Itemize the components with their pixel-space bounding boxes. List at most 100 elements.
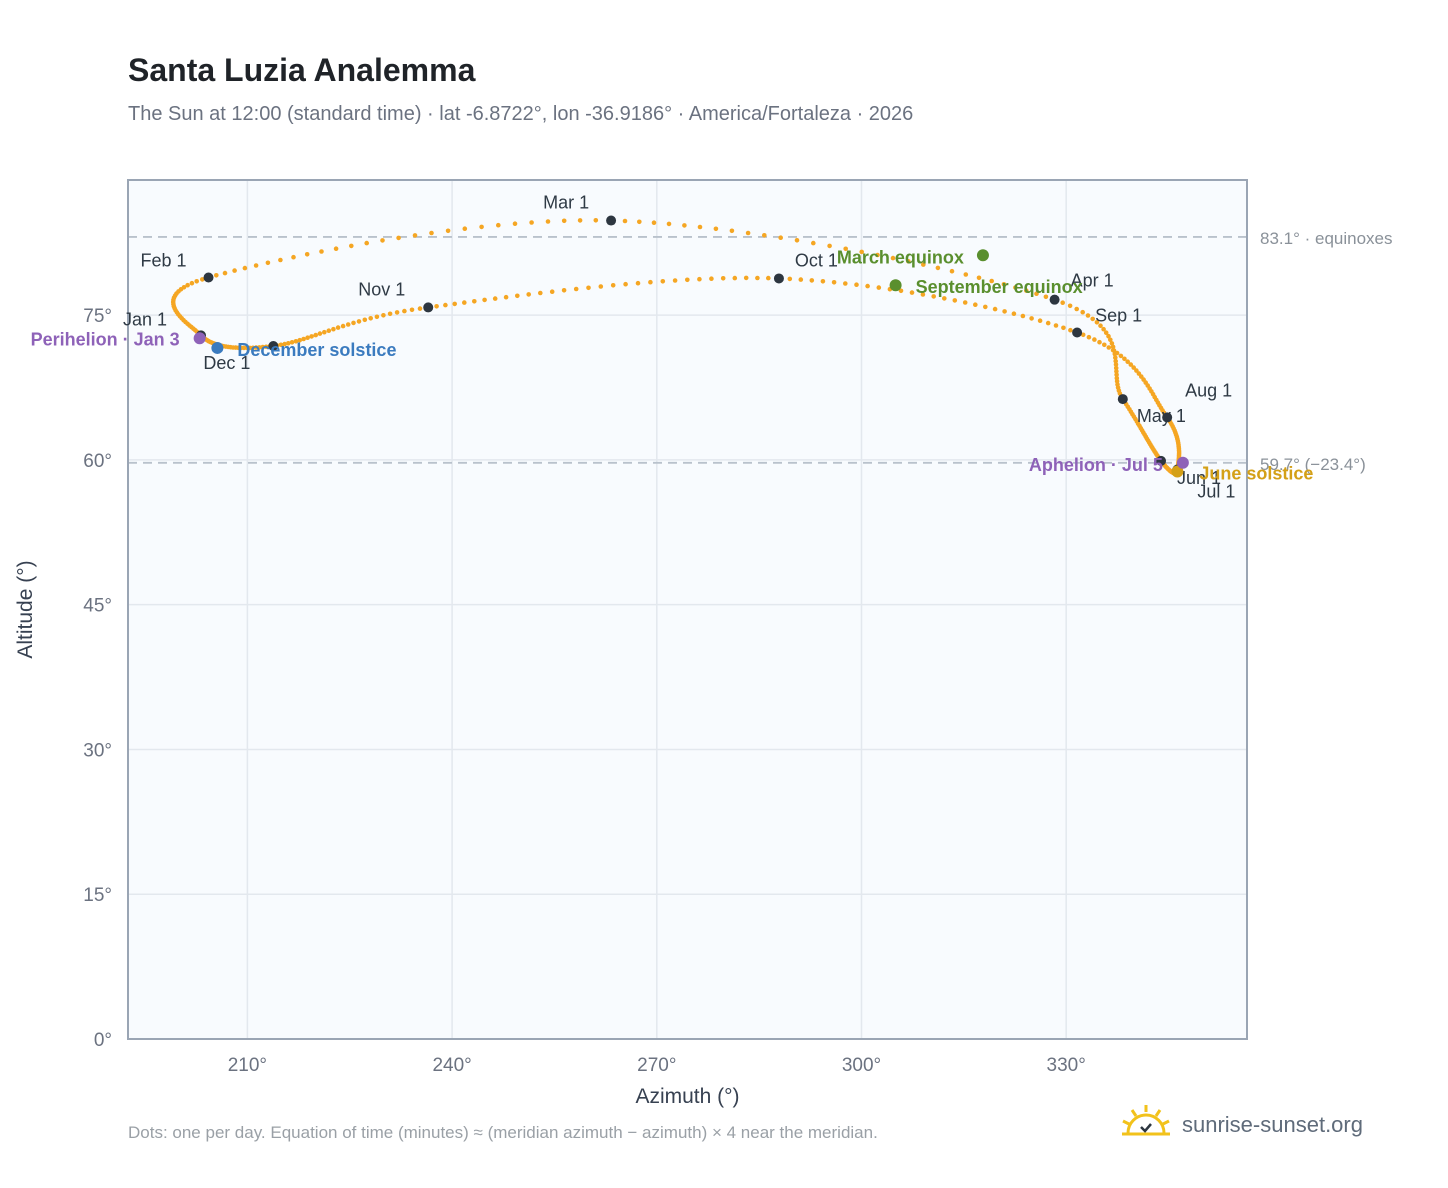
daily-sun-dot (529, 220, 534, 225)
daily-sun-dot (1043, 294, 1049, 300)
month-label: Sep 1 (1095, 305, 1142, 325)
daily-sun-dot (304, 252, 310, 257)
month-label: Apr 1 (1071, 271, 1114, 291)
daily-sun-dot (931, 294, 936, 299)
daily-sun-dot (831, 280, 837, 285)
daily-sun-dot (443, 302, 448, 308)
daily-sun-dot (512, 221, 518, 226)
daily-sun-dot (434, 304, 439, 309)
daily-sun-dot (282, 341, 287, 347)
daily-sun-dot (593, 218, 599, 223)
daily-sun-dot (983, 304, 988, 310)
daily-sun-dot (963, 272, 969, 277)
daily-sun-dot (313, 332, 319, 338)
daily-sun-dot (412, 233, 418, 238)
month-label: Aug 1 (1185, 380, 1232, 400)
daily-sun-dot (253, 263, 259, 268)
daily-sun-dot (479, 224, 484, 230)
daily-sun-dot (301, 336, 306, 342)
daily-sun-dot (729, 228, 735, 234)
daily-sun-dot (809, 278, 815, 283)
daily-sun-dot (1080, 332, 1086, 338)
daily-sun-dot (976, 275, 982, 281)
brand[interactable]: sunrise-sunset.org (1120, 1100, 1363, 1150)
daily-sun-dot (417, 306, 423, 311)
daily-sun-dot (549, 289, 555, 295)
daily-sun-dot (766, 275, 771, 281)
daily-sun-dot (515, 293, 520, 299)
daily-sun-dot (185, 282, 190, 288)
daily-sun-dot (635, 280, 641, 286)
chart-title: Santa Luzia Analemma (128, 52, 476, 88)
daily-sun-dot (368, 316, 374, 321)
daily-sun-dot (1110, 347, 1116, 353)
daily-sun-dot (1061, 325, 1066, 331)
daily-sun-dot (820, 279, 826, 284)
month-marker (203, 272, 214, 283)
daily-sun-dot (637, 219, 642, 225)
daily-sun-dot (1103, 330, 1109, 336)
daily-sun-dot (952, 298, 958, 303)
daily-sun-dot (827, 243, 832, 249)
month-label: Oct 1 (795, 250, 838, 270)
daily-sun-dot (1080, 309, 1085, 315)
footnote: Dots: one per day. Equation of time (min… (128, 1123, 878, 1142)
event-label: March equinox (837, 247, 964, 267)
month-marker (1162, 412, 1173, 423)
daily-sun-dot (445, 228, 451, 234)
daily-sun-dot (973, 302, 978, 308)
event-marker (889, 279, 902, 292)
daily-sun-dot (921, 262, 926, 267)
daily-sun-dot (278, 257, 283, 263)
daily-sun-dot (345, 322, 351, 327)
daily-sun-dot (374, 314, 380, 320)
daily-sun-dot (843, 281, 848, 286)
daily-sun-dot (222, 270, 228, 276)
daily-sun-dot (890, 255, 896, 261)
daily-sun-dot (387, 311, 393, 317)
daily-sun-dot (648, 279, 653, 285)
daily-sun-dot (672, 278, 678, 283)
daily-sun-dot (623, 281, 628, 287)
month-label: Jun 1 (1177, 468, 1221, 488)
daily-sun-dot (962, 300, 968, 305)
daily-sun-dot (778, 235, 783, 240)
daily-sun-dot (194, 279, 199, 284)
daily-sun-dot (787, 276, 793, 282)
reference-line-label: 59.7° (−23.4°) (1260, 455, 1366, 474)
daily-sun-dot (214, 273, 219, 278)
daily-sun-dot (1068, 327, 1073, 333)
x-tick-label: 270° (637, 1055, 676, 1076)
daily-sun-dot (1102, 342, 1107, 348)
reference-line-label: 83.1° · equinoxes (1260, 229, 1393, 248)
event-marker (1171, 465, 1184, 478)
y-tick-label: 15° (83, 885, 112, 906)
daily-sun-dot (1128, 362, 1134, 367)
x-tick-label: 210° (228, 1055, 267, 1076)
daily-sun-dot (1108, 337, 1113, 343)
daily-sun-dot (598, 284, 604, 289)
daily-sun-dot (396, 235, 401, 241)
daily-sun-dot (503, 294, 509, 300)
daily-sun-dot (305, 335, 310, 341)
event-marker (976, 249, 989, 262)
daily-sun-dot (1114, 350, 1120, 356)
daily-sun-dot (743, 275, 749, 281)
daily-sun-dot (1090, 316, 1095, 322)
daily-sun-dot (265, 260, 271, 266)
month-marker (1072, 327, 1083, 338)
daily-sun-dot (452, 301, 458, 307)
daily-sun-dot (380, 238, 385, 243)
daily-sun-dot (561, 288, 567, 293)
daily-sun-dot (181, 285, 187, 290)
month-label: Feb 1 (141, 250, 187, 270)
daily-sun-dot (362, 317, 368, 323)
daily-sun-dot (394, 310, 400, 315)
month-marker (1156, 455, 1167, 466)
daily-sun-dot (200, 277, 205, 282)
month-marker (423, 302, 434, 313)
daily-sun-dot (1001, 282, 1007, 287)
daily-sun-dot (402, 308, 407, 314)
daily-sun-dot (992, 306, 998, 312)
daily-sun-dot (526, 292, 531, 297)
